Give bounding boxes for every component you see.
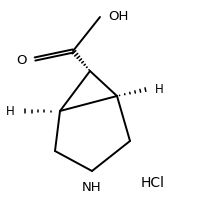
Text: H: H: [6, 105, 15, 118]
Text: H: H: [155, 83, 164, 96]
Text: OH: OH: [108, 9, 128, 22]
Text: NH: NH: [82, 180, 102, 193]
Text: HCl: HCl: [141, 175, 165, 189]
Text: O: O: [16, 53, 27, 66]
